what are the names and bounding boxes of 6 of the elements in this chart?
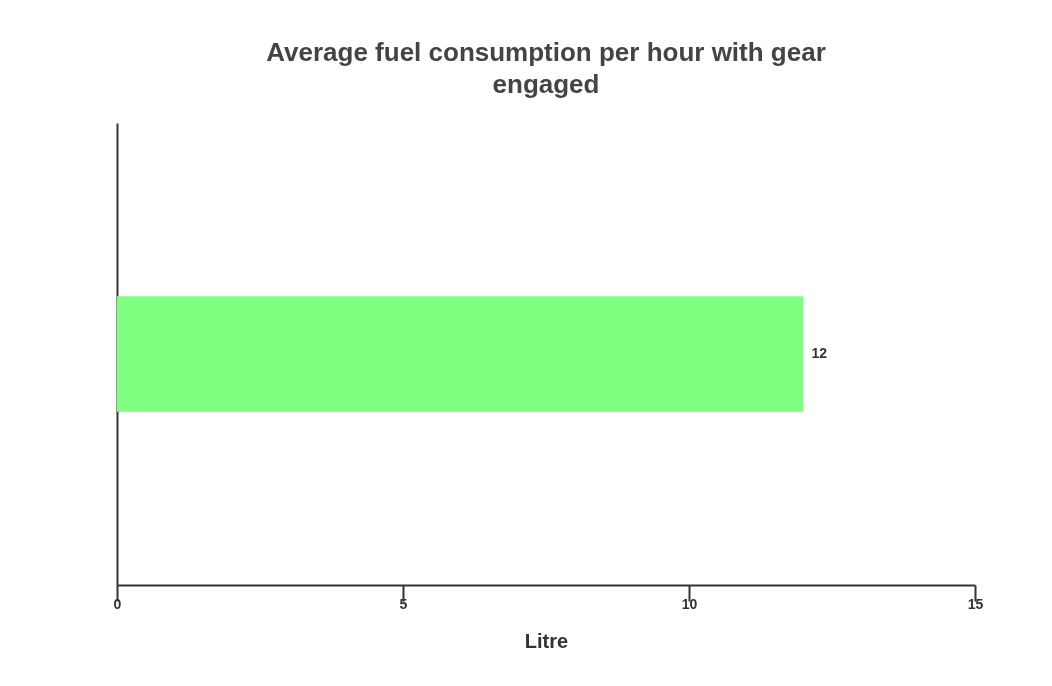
x-axis-title: Litre <box>524 629 569 652</box>
data-label: 12 <box>811 345 828 361</box>
x-tick-label: 15 <box>967 595 984 612</box>
chart-title: Average fuel consumption per hour with gear engaged <box>266 37 826 99</box>
x-tick-label: 5 <box>399 595 408 612</box>
x-tick-label: 10 <box>681 595 698 612</box>
